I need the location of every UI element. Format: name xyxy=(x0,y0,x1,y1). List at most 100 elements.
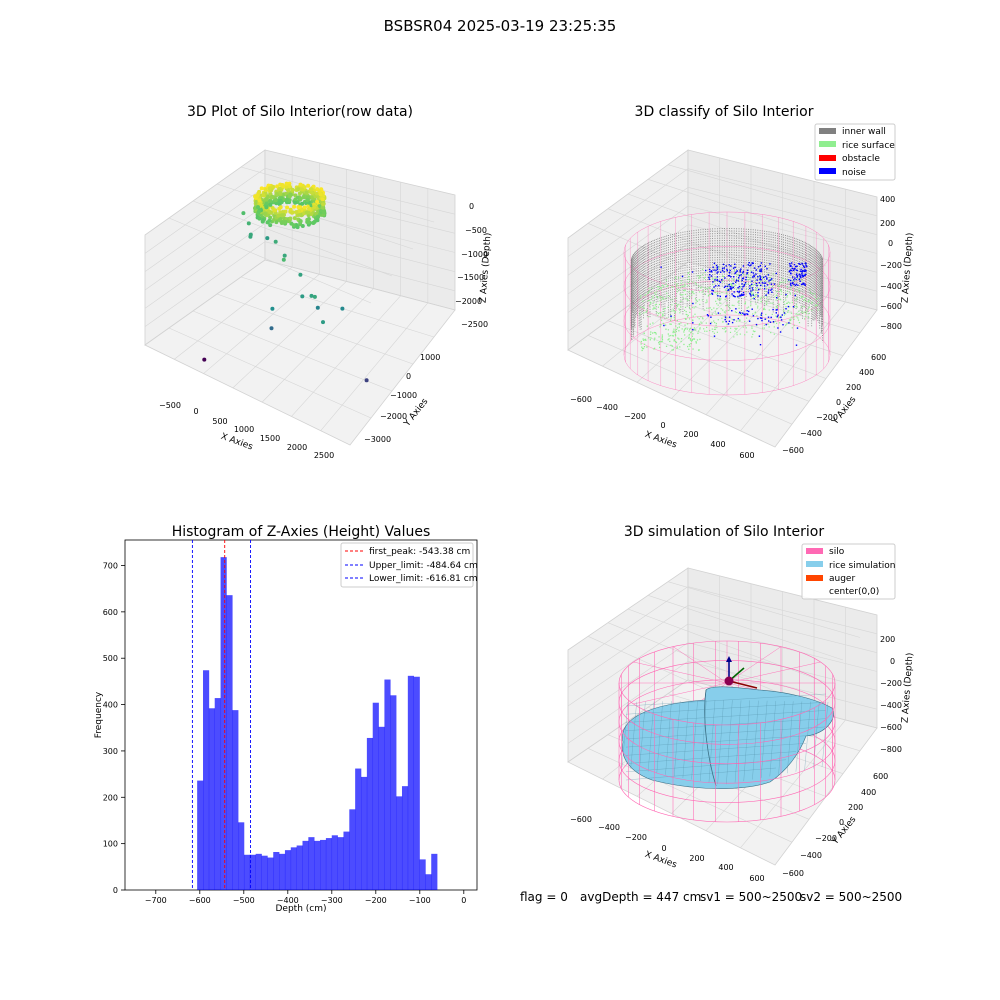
noise-point xyxy=(780,316,782,319)
noise-point xyxy=(710,316,712,318)
rice-surface-point xyxy=(722,275,724,277)
rice-surface-point xyxy=(725,330,727,332)
sim3d-ztick: 0 xyxy=(890,657,895,666)
rice-surface-point xyxy=(694,282,696,284)
noise-point xyxy=(795,265,797,268)
rice-surface-point xyxy=(780,293,782,295)
noise-point xyxy=(749,287,751,290)
noise-point xyxy=(727,275,730,277)
rice-surface-point xyxy=(714,322,716,324)
noise-point xyxy=(802,265,805,267)
rice-surface-point xyxy=(760,313,762,315)
rice-surface-point xyxy=(684,290,686,292)
noise-point xyxy=(748,310,750,313)
noise-point xyxy=(752,262,754,265)
hist-bar xyxy=(243,854,251,890)
sim3d-xtick: 0 xyxy=(661,844,666,853)
rice-surface-point xyxy=(654,332,657,334)
rice-surface-point xyxy=(785,324,787,326)
noise-point xyxy=(741,277,744,280)
rice-surface-point xyxy=(678,277,680,279)
ring-point xyxy=(309,187,314,192)
noise-point xyxy=(731,293,733,295)
rice-surface-point xyxy=(648,299,650,301)
grid-line xyxy=(667,276,861,334)
rice-surface-point xyxy=(667,285,669,287)
ring-point xyxy=(268,198,273,203)
rice-surface-point xyxy=(795,299,797,301)
noise-point xyxy=(730,286,732,288)
rice-surface-point xyxy=(717,319,719,321)
rice-surface-point xyxy=(727,284,729,286)
grid-line xyxy=(567,243,689,332)
noise-point xyxy=(799,263,801,266)
ring-point xyxy=(316,215,320,219)
rice-surface-point xyxy=(726,323,728,325)
rice-surface-point xyxy=(673,328,675,330)
rice-surface-point xyxy=(757,307,759,309)
noise-point xyxy=(796,269,799,272)
rice-surface-point xyxy=(660,287,662,289)
noise-point xyxy=(783,312,786,314)
hist-bar xyxy=(214,698,221,890)
rice-surface-point xyxy=(738,300,740,302)
rice-surface-point xyxy=(657,296,659,298)
classify3d-xtick: 0 xyxy=(660,421,665,430)
noise-point xyxy=(795,278,797,281)
noise-point xyxy=(726,268,728,271)
noise-point xyxy=(737,280,739,282)
rice-surface-point xyxy=(661,334,663,336)
surface-mesh-line xyxy=(691,700,698,780)
rice-surface-point xyxy=(646,310,648,313)
rice-surface-point xyxy=(672,334,674,337)
rice-surface-point xyxy=(757,305,759,307)
rice-surface-point xyxy=(698,323,701,325)
legend-label: inner wall xyxy=(842,127,886,137)
rice-surface-point xyxy=(783,301,785,303)
rice-surface-point xyxy=(671,286,673,288)
legend-box xyxy=(340,542,474,588)
noise-point xyxy=(734,272,736,275)
noise-point xyxy=(769,263,771,265)
classify3d-xtick: 400 xyxy=(710,440,725,449)
rice-surface-point xyxy=(692,348,694,350)
rice-surface-point xyxy=(708,307,710,309)
rice-surface-point xyxy=(687,282,689,284)
x-tick-label: −200 xyxy=(365,896,387,905)
rice-surface-point xyxy=(778,282,781,284)
rice-surface-point xyxy=(780,299,782,301)
rice-surface-point xyxy=(757,284,759,286)
ring-point xyxy=(288,216,293,221)
surface-mesh-line xyxy=(625,767,777,781)
surface-mesh-line xyxy=(630,701,637,769)
rice-surface-point xyxy=(763,327,765,329)
rice-surface-point xyxy=(699,275,701,277)
ring-point xyxy=(277,206,282,211)
noise-point xyxy=(715,264,718,267)
rice-surface-point xyxy=(754,312,756,314)
rice-surface-point xyxy=(664,307,666,309)
noise-point xyxy=(760,279,762,281)
hist-xlabel: Depth (cm) xyxy=(275,904,326,914)
rice-surface-point xyxy=(693,293,695,295)
noise-point xyxy=(761,317,763,319)
rice-surface-point xyxy=(653,301,655,303)
grid-line xyxy=(687,168,878,217)
rice-surface-point xyxy=(654,304,656,306)
noise-point xyxy=(753,267,756,269)
rice-surface-point xyxy=(658,312,660,315)
sim3d-xticks: −600 −400 −200 0 200 400 600 xyxy=(570,815,765,883)
rice-surface-point xyxy=(721,281,724,283)
rice-surface-point xyxy=(665,298,667,300)
rice-surface-point xyxy=(692,338,694,340)
rice-surface-point xyxy=(711,321,713,323)
ring-point xyxy=(273,198,278,203)
rice-surface-point xyxy=(688,348,690,350)
noise-point xyxy=(805,273,807,275)
noise-point xyxy=(735,308,737,310)
noise-point xyxy=(728,288,730,291)
status-avg-depth: avgDepth = 447 cm xyxy=(580,890,701,904)
noise-point xyxy=(761,312,763,314)
rice-surface-point xyxy=(647,291,649,293)
rice-surface-point xyxy=(760,298,762,300)
